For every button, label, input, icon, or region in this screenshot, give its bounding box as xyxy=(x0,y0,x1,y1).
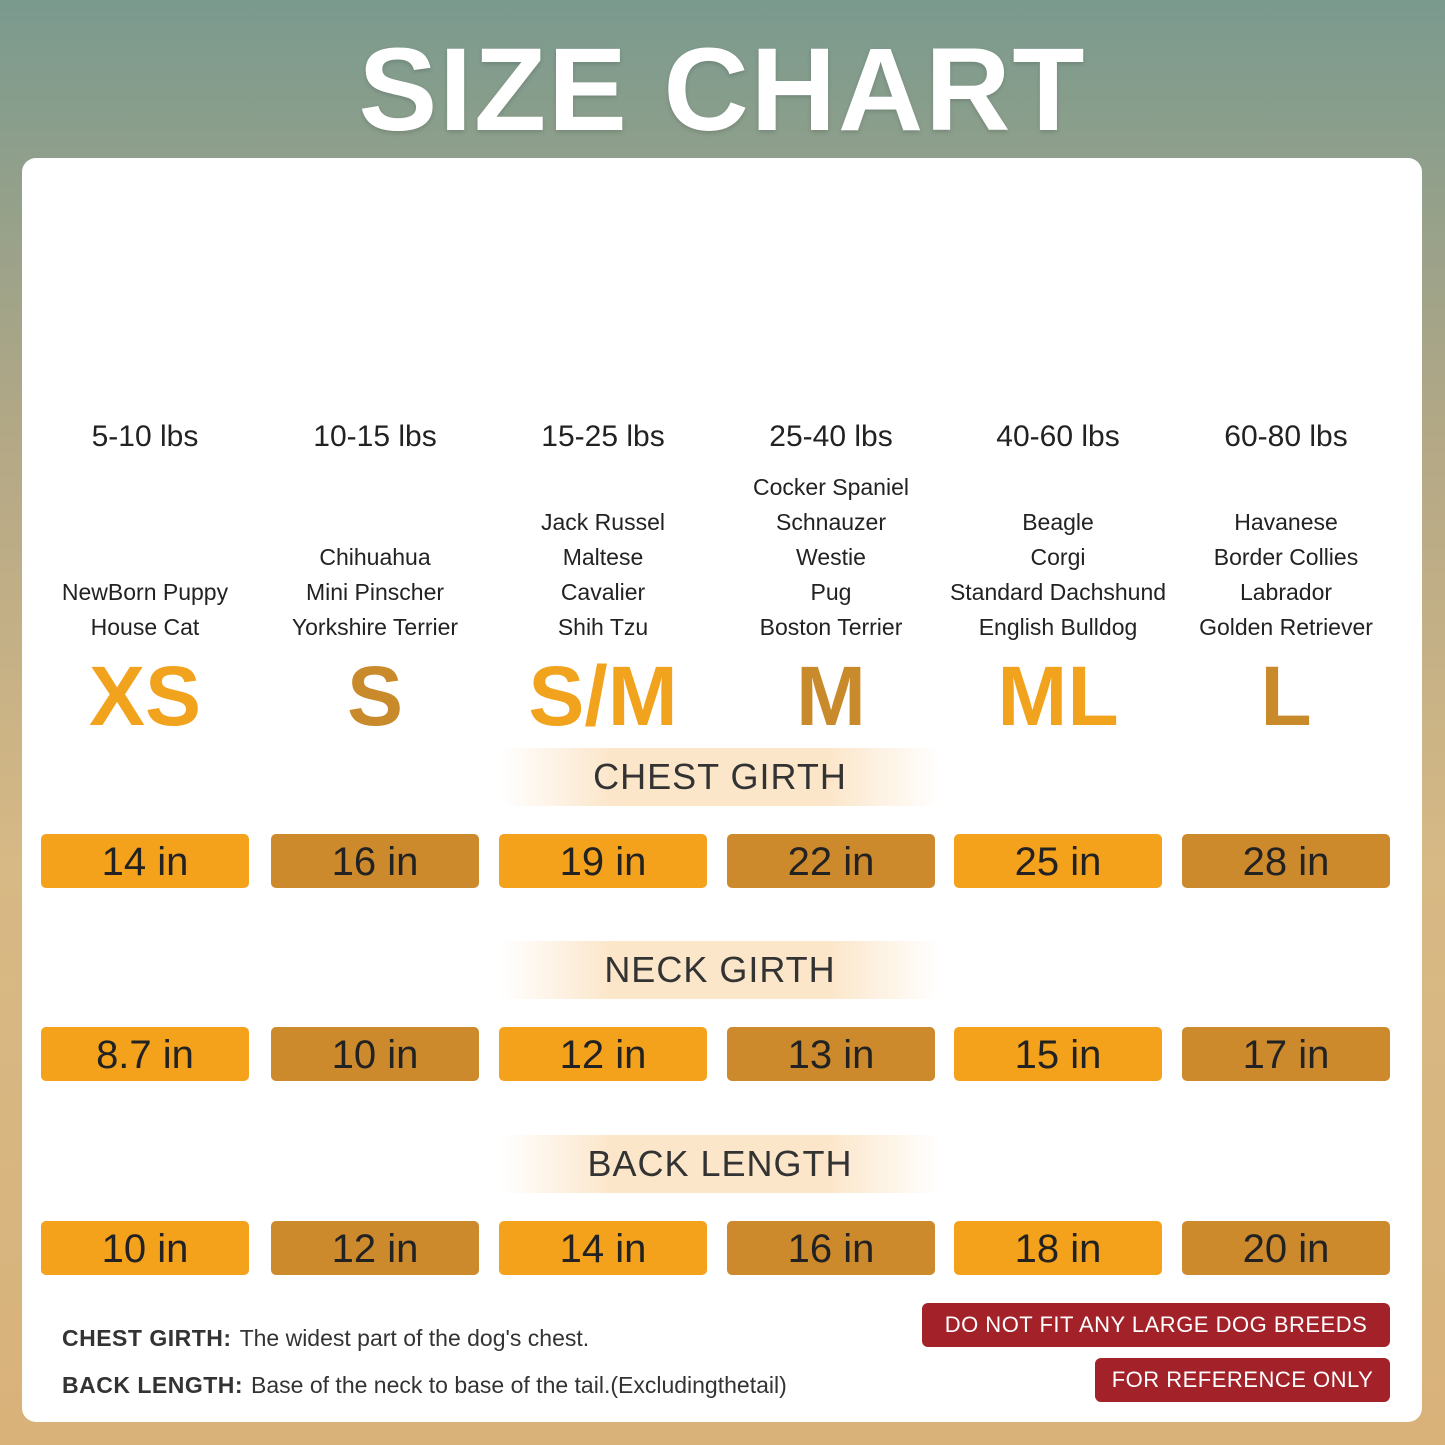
measure-box: 16 in xyxy=(727,1221,935,1275)
breed-name: Standard Dachshund xyxy=(949,579,1167,605)
breed-name: Westie xyxy=(796,544,866,570)
breed-name: Havanese xyxy=(1234,509,1338,535)
weight-label: 40-60 lbs xyxy=(996,420,1120,453)
breed-name: Cocker Spaniel xyxy=(753,474,909,500)
breed-name: NewBorn Puppy xyxy=(61,579,229,605)
breed-name: Shih Tzu xyxy=(557,614,649,640)
measure-box: 22 in xyxy=(727,834,935,888)
measure-box: 10 in xyxy=(41,1221,249,1275)
weight-label: 10-15 lbs xyxy=(313,420,437,453)
breed-name: Golden Retriever xyxy=(1199,614,1373,640)
size-label: S xyxy=(346,649,404,743)
note-text: Base of the neck to base of the tail.(Ex… xyxy=(251,1372,787,1398)
breed-name: Cavalier xyxy=(560,579,646,605)
breed-name: Boston Terrier xyxy=(759,614,903,640)
breed-name: Pug xyxy=(810,579,852,605)
note: BACK LENGTH: Base of the neck to base of … xyxy=(62,1372,787,1399)
measure-box: 20 in xyxy=(1182,1221,1390,1275)
note-term: BACK LENGTH: xyxy=(62,1372,244,1398)
measure-box: 15 in xyxy=(954,1027,1162,1081)
breed-name: Schnauzer xyxy=(776,509,886,535)
measure-box: 12 in xyxy=(271,1221,479,1275)
size-label: S/M xyxy=(528,649,678,743)
breed-name: Yorkshire Terrier xyxy=(291,614,459,640)
measure-box: 14 in xyxy=(499,1221,707,1275)
measure-box: 28 in xyxy=(1182,834,1390,888)
weight-label: 5-10 lbs xyxy=(91,420,199,453)
section-heading: NECK GIRTH xyxy=(500,941,940,999)
size-label: L xyxy=(1260,649,1312,743)
note-term: CHEST GIRTH: xyxy=(62,1325,232,1351)
section-heading: BACK LENGTH xyxy=(500,1135,940,1193)
breed-name: Labrador xyxy=(1239,579,1333,605)
size-label: ML xyxy=(997,649,1119,743)
breed-name: Chihuahua xyxy=(319,544,431,570)
breed-name: English Bulldog xyxy=(978,614,1138,640)
section-heading: CHEST GIRTH xyxy=(500,748,940,806)
weight-label: 25-40 lbs xyxy=(769,420,893,453)
measure-box: 16 in xyxy=(271,834,479,888)
size-label: M xyxy=(796,649,866,743)
measure-box: 12 in xyxy=(499,1027,707,1081)
note: CHEST GIRTH: The widest part of the dog's… xyxy=(62,1325,589,1352)
breed-name: Jack Russel xyxy=(541,509,665,535)
weight-label: 60-80 lbs xyxy=(1224,420,1348,453)
breed-name: Mini Pinscher xyxy=(305,579,445,605)
title: SIZE CHART xyxy=(358,24,1087,156)
breed-name: Maltese xyxy=(562,544,644,570)
badge: FOR REFERENCE ONLY xyxy=(1095,1358,1390,1402)
breed-name: Beagle xyxy=(1022,509,1094,535)
note-text: The widest part of the dog's chest. xyxy=(239,1325,590,1351)
measure-box: 17 in xyxy=(1182,1027,1390,1081)
measure-box: 13 in xyxy=(727,1027,935,1081)
measure-box: 19 in xyxy=(499,834,707,888)
measure-box: 25 in xyxy=(954,834,1162,888)
breed-name: Border Collies xyxy=(1213,544,1359,570)
measure-box: 8.7 in xyxy=(41,1027,249,1081)
breed-name: Corgi xyxy=(1030,544,1086,570)
breed-name: House Cat xyxy=(90,614,200,640)
weight-label: 15-25 lbs xyxy=(541,420,665,453)
size-label: XS xyxy=(88,649,202,743)
badge: DO NOT FIT ANY LARGE DOG BREEDS xyxy=(922,1303,1390,1347)
measure-box: 14 in xyxy=(41,834,249,888)
measure-box: 18 in xyxy=(954,1221,1162,1275)
measure-box: 10 in xyxy=(271,1027,479,1081)
